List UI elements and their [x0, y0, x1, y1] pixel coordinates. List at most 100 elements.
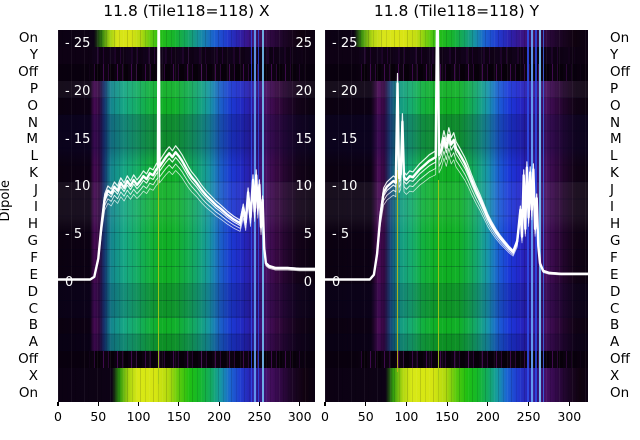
panel-title-x: 11.8 (Tile118=118) X: [103, 2, 270, 20]
dipole-row-label: C: [28, 300, 38, 317]
heatmap-panel-x: - 25 - 20 - 15 - 10 - 5 0 25 20 15 10 5 0: [58, 30, 315, 402]
dipole-row-label: O: [27, 97, 38, 114]
dipole-row-label: G: [610, 232, 621, 249]
x-tick: 50: [81, 402, 115, 424]
dipole-row-label: K: [610, 165, 619, 182]
x-tick-label: 300: [287, 409, 312, 424]
dipole-row-label: I: [34, 199, 38, 216]
dipole-row-label: N: [27, 114, 38, 131]
x-tick: 200: [471, 402, 505, 424]
x-tick-label: 0: [54, 409, 62, 424]
dipole-row-label: D: [27, 283, 38, 300]
x-tick-label: 250: [247, 409, 272, 424]
dipole-row-label: On: [18, 30, 38, 46]
dipole-row-label: A: [28, 334, 38, 351]
dipole-row-label: N: [610, 114, 621, 131]
db-tick-label: - 15: [332, 131, 358, 147]
x-tick-mark: [218, 402, 220, 406]
rfi-yellow-line: [158, 180, 160, 384]
x-tick-mark: [446, 402, 448, 406]
x-tick-label: 150: [166, 409, 191, 424]
x-tick-mark: [299, 402, 301, 406]
db-tick-label: - 5: [332, 227, 350, 243]
dipole-row-label: L: [610, 148, 618, 165]
x-tick-mark: [528, 402, 530, 406]
spectrum-texture-overlay: [325, 30, 588, 402]
dipole-row-label: E: [610, 266, 619, 283]
rfi-yellow-line: [438, 180, 440, 380]
dipole-row-label: K: [29, 165, 38, 182]
x-axis-panel-x: 0 50 100 150 200 250 300: [54, 402, 317, 438]
dipole-row-label: On: [610, 385, 630, 402]
dipole-row-label: On: [18, 385, 38, 402]
dipole-row-label: O: [610, 97, 621, 114]
heatmap-row-off-top: [325, 63, 588, 81]
dipole-row-label: Off: [18, 351, 38, 368]
db-tick-label: - 15: [65, 131, 91, 147]
heatmap-row-off-bottom: [325, 351, 588, 369]
heatmap-row-on-top: [58, 30, 315, 47]
x-tick-label: 100: [394, 409, 419, 424]
rfi-yellow-line: [397, 170, 399, 372]
dipole-row-label: Off: [610, 63, 630, 80]
heatmap-row-y: [58, 46, 315, 64]
x-tick-label: 200: [475, 409, 500, 424]
x-tick: 250: [512, 402, 546, 424]
x-tick: 150: [430, 402, 464, 424]
x-tick: 150: [162, 402, 196, 424]
panel-title-y: 11.8 (Tile118=118) Y: [373, 2, 540, 20]
dipole-row-label: On: [610, 30, 630, 46]
dipole-row-label: C: [610, 300, 620, 317]
heatmap-row-x-on-bottom: [58, 368, 315, 402]
dipole-row-label: B: [610, 317, 620, 334]
x-tick-label: 250: [516, 409, 541, 424]
x-tick: 300: [283, 402, 317, 424]
dipole-row-label: B: [28, 317, 38, 334]
x-tick: 300: [552, 402, 586, 424]
db-tick-label: - 5: [65, 227, 83, 243]
dipole-axis-label: Dipole: [0, 180, 13, 222]
blue-rfi-line: [543, 30, 544, 402]
row-modulation-overlay: [58, 80, 315, 352]
x-tick-mark: [137, 402, 140, 406]
heatmap-row-off-top: [58, 63, 315, 81]
dipole-row-label: F: [610, 249, 618, 266]
dipole-row-label: L: [30, 148, 38, 165]
x-tick-mark: [324, 402, 326, 406]
heatmap-row-on-top: [325, 30, 588, 47]
dipole-row-label: Y: [29, 46, 38, 63]
db-tick-label: - 20: [332, 83, 358, 99]
db-tick-label: 0: [332, 275, 341, 291]
db-tick-label: 15: [295, 131, 312, 147]
dipole-row-label: J: [34, 182, 38, 199]
dipole-row-label: P: [610, 80, 619, 97]
x-tick-label: 300: [557, 409, 582, 424]
dipole-row-label: I: [610, 199, 614, 216]
dipole-row-label: X: [28, 368, 38, 385]
dipole-row-label: G: [27, 232, 38, 249]
x-tick: 0: [41, 402, 75, 424]
x-tick-label: 200: [207, 409, 232, 424]
x-tick-mark: [57, 402, 59, 406]
x-tick-label: 50: [90, 409, 107, 424]
x-tick: 50: [349, 402, 383, 424]
heatmap-panel-y: - 25 - 20 - 15 - 10 - 5 0: [325, 30, 588, 402]
heatmap-row-off-bottom: [58, 351, 315, 369]
x-tick-label: 0: [321, 409, 329, 424]
x-tick-label: 150: [435, 409, 460, 424]
spectrum-texture-overlay: [58, 30, 315, 402]
blue-rfi-line: [539, 30, 541, 402]
x-tick: 200: [202, 402, 236, 424]
row-modulation-overlay: [325, 80, 588, 352]
heatmap-row-x-on-bottom: [325, 368, 588, 402]
x-tick-mark: [178, 402, 180, 406]
dipole-row-label: Off: [610, 351, 630, 368]
x-tick: 0: [308, 402, 342, 424]
db-tick-label: - 20: [65, 83, 91, 99]
dipole-row-label: M: [26, 131, 38, 148]
x-tick: 100: [389, 402, 423, 424]
heatmap-row-y: [325, 46, 588, 64]
dipole-row-label: D: [610, 283, 621, 300]
x-axis-panel-y: 0 50 100 150 200 250 300: [321, 402, 588, 438]
dipole-row-label: Off: [18, 63, 38, 80]
